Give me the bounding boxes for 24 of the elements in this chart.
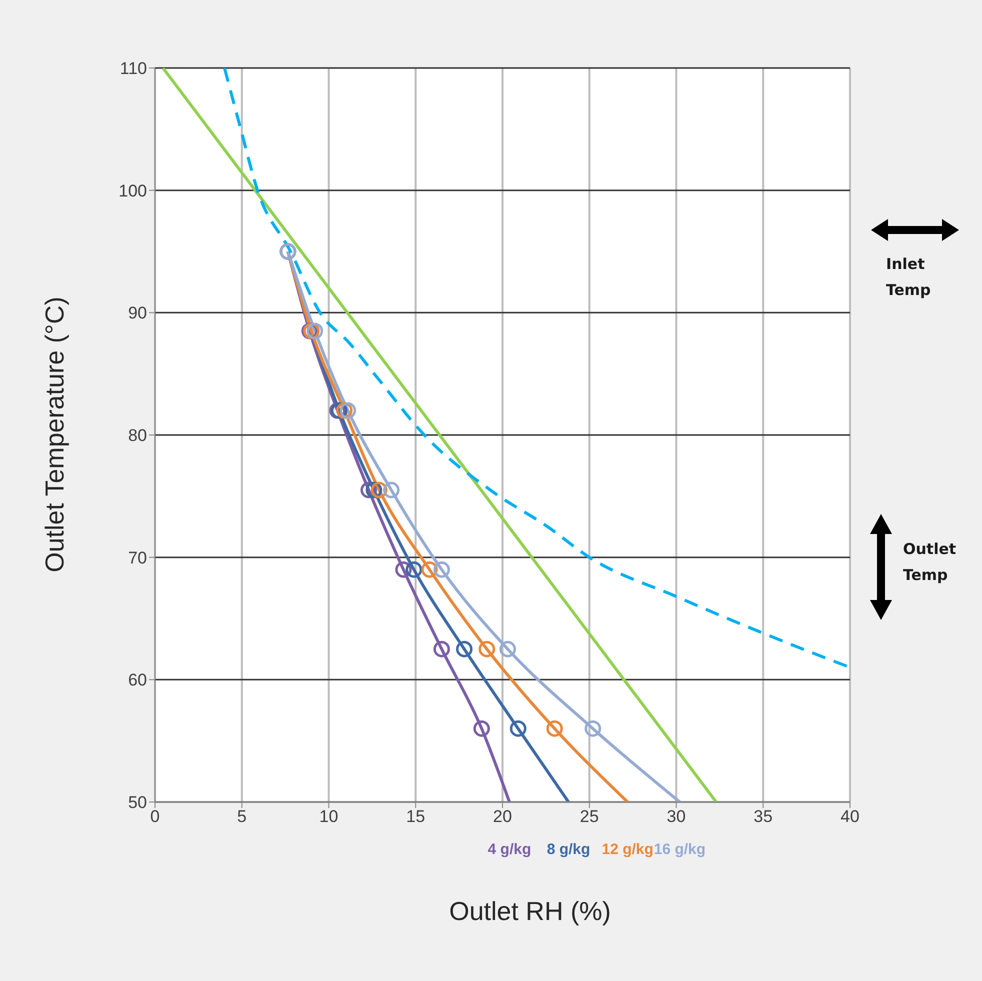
y-tick-label: 80 <box>128 426 147 446</box>
x-axis-title: Outlet RH (%) <box>448 896 612 927</box>
x-tick-label: 20 <box>493 807 512 826</box>
y-tick-label: 100 <box>118 181 147 200</box>
text: Outlet Temp <box>903 539 958 586</box>
x-tick-label: 25 <box>580 807 599 826</box>
y-tick-label: 110 <box>120 59 147 78</box>
x-tick-label: 15 <box>406 807 426 826</box>
text: Inlet Temp <box>886 254 932 301</box>
text: 8 g/kg <box>546 841 590 858</box>
x-tick-label: 35 <box>754 807 773 826</box>
x-tick-label: 0 <box>150 807 160 826</box>
y-tick-label: 70 <box>128 548 147 568</box>
x-tick-label: 40 <box>840 807 860 826</box>
text: 4 g/kg <box>488 841 532 858</box>
y-tick-label: 50 <box>128 793 147 812</box>
y-tick-label: 60 <box>128 670 147 690</box>
x-tick-label: 30 <box>666 807 686 826</box>
x-tick-label: 10 <box>319 807 338 826</box>
text: 12 g/kg <box>602 841 654 858</box>
x-tick-label: 5 <box>237 807 247 826</box>
y-tick-label: 90 <box>128 304 147 323</box>
y-axis-title: Outlet Temperature (°C) <box>40 296 70 574</box>
text: 16 g/kg <box>654 841 706 858</box>
